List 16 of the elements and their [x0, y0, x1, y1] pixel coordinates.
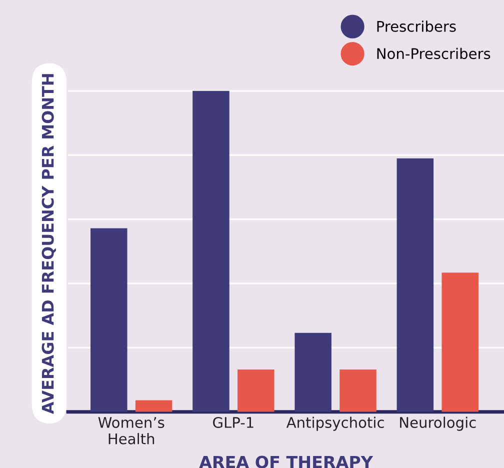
x-tick-label: Antipsychotic: [286, 416, 384, 431]
bar: [90, 228, 128, 412]
bar: [192, 90, 230, 412]
x-tick-label: Women’s Health: [98, 417, 164, 444]
bar: [340, 369, 376, 412]
x-tick-label: GLP-1: [213, 416, 254, 428]
legend-label: Non-Prescribers: [377, 48, 490, 60]
bar: [442, 272, 478, 412]
bar: [396, 158, 434, 412]
bar: [238, 369, 274, 412]
bar: [135, 400, 172, 412]
x-axis-title: AREA OF THERAPY: [199, 456, 374, 468]
legend-label: Prescribers: [377, 20, 456, 32]
x-tick-label: Neurologic: [400, 416, 476, 431]
y-axis-title: AVERAGE AD FREQUENCY PER MONTH: [42, 74, 56, 414]
bar: [294, 332, 332, 412]
